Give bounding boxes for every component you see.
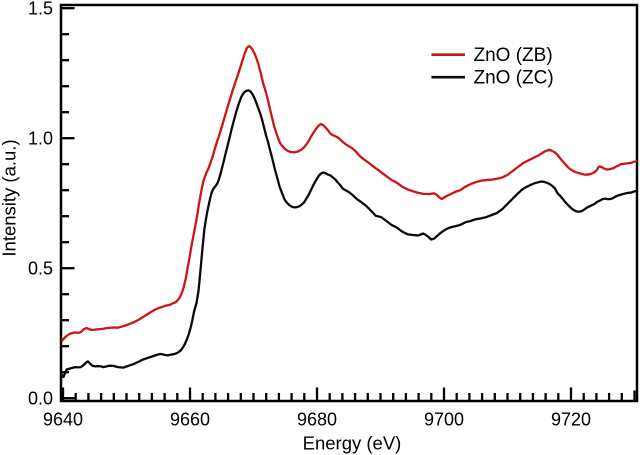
- svg-text:ZnO (ZC): ZnO (ZC): [474, 68, 554, 89]
- svg-text:9660: 9660: [170, 410, 210, 430]
- svg-text:0.5: 0.5: [28, 259, 53, 279]
- svg-text:0.0: 0.0: [28, 389, 53, 409]
- svg-text:9680: 9680: [297, 410, 337, 430]
- svg-text:1.0: 1.0: [28, 129, 53, 149]
- svg-text:9720: 9720: [551, 410, 591, 430]
- svg-text:1.5: 1.5: [28, 0, 53, 19]
- svg-text:Intensity (a.u.): Intensity (a.u.): [0, 139, 20, 256]
- svg-text:ZnO (ZB): ZnO (ZB): [474, 45, 553, 66]
- svg-text:9640: 9640: [43, 410, 83, 430]
- svg-text:Energy (eV): Energy (eV): [303, 433, 402, 454]
- svg-text:9700: 9700: [424, 410, 464, 430]
